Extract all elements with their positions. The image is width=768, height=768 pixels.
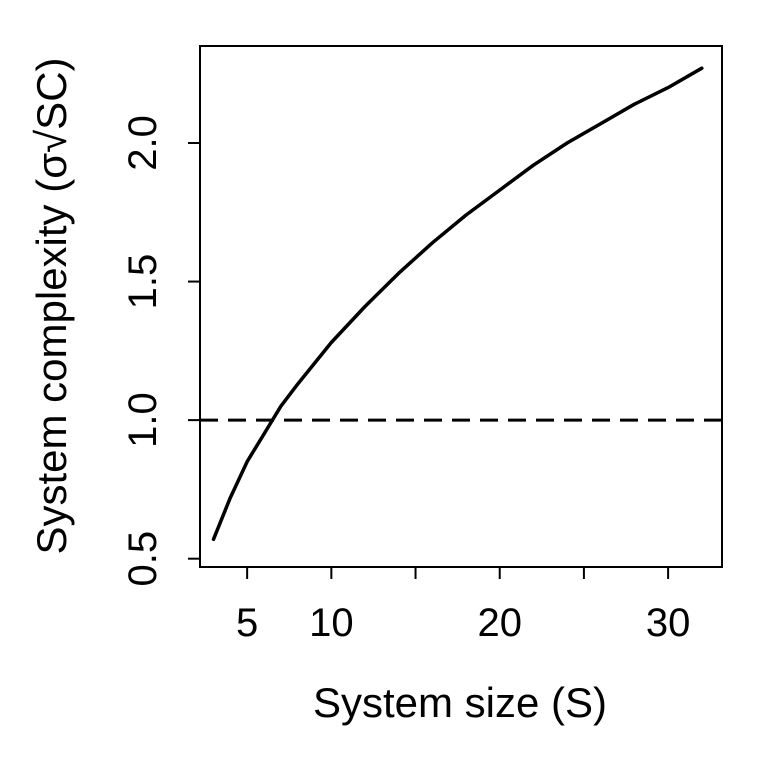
x-axis-title: System size (S) xyxy=(313,679,607,726)
y-tick-label: 0.5 xyxy=(121,531,165,587)
x-tick-label: 20 xyxy=(477,601,522,645)
y-tick-label: 1.5 xyxy=(121,254,165,310)
series-line xyxy=(211,66,704,542)
x-tick-label: 10 xyxy=(309,601,354,645)
plot-area: 5 10 20 30 0.5 1.0 1.5 2.0 xyxy=(121,45,723,645)
plot-frame xyxy=(199,45,723,568)
x-tick-label: 30 xyxy=(646,601,691,645)
y-tick-label: 1.0 xyxy=(121,392,165,448)
x-tick-label: 5 xyxy=(236,601,258,645)
y-tick-label: 2.0 xyxy=(121,115,165,171)
y-axis-title: System complexity (σ√SC) xyxy=(28,57,75,554)
